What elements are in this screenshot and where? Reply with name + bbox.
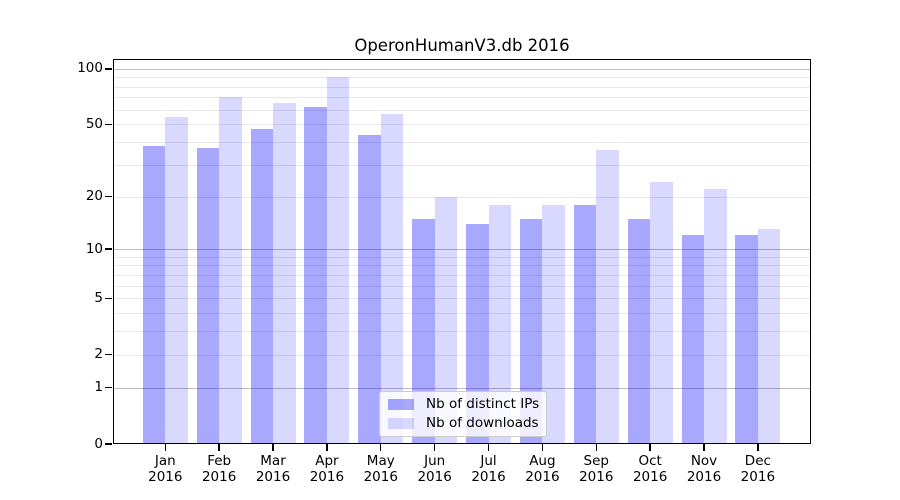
bar-apr-distinct-ips [304, 107, 327, 444]
xtick-apr [326, 444, 328, 451]
ytick-2 [105, 353, 112, 356]
legend-entry-downloads: Nb of downloads [388, 415, 539, 431]
ytick-10 [105, 248, 112, 250]
minor-gridline-80 [113, 86, 811, 88]
legend-swatch-distinct-ips [388, 399, 414, 410]
bar-oct-distinct-ips [627, 218, 651, 444]
legend-entry-distinct-ips: Nb of distinct IPs [388, 396, 540, 412]
xtick-label-jan: Jan 2016 [148, 453, 183, 485]
bar-apr-downloads [326, 77, 350, 444]
xtick-label-aug: Aug 2016 [525, 453, 560, 485]
xtick-label-jun: Jun 2016 [417, 453, 452, 485]
bar-feb-distinct-ips [196, 148, 220, 444]
ytick-label-100: 100 [77, 60, 103, 77]
major-gridline-10 [113, 249, 811, 251]
xtick-label-mar: Mar 2016 [255, 453, 291, 485]
xtick-label-sep: Sep 2016 [579, 453, 614, 485]
minor-gridline-3 [113, 331, 811, 333]
xtick-sep [595, 444, 597, 451]
minor-gridline-60 [113, 109, 811, 111]
bar-mar-downloads [273, 103, 296, 444]
minor-gridline-9 [113, 256, 811, 258]
major-gridline-100 [113, 68, 811, 70]
bar-oct-downloads [650, 182, 673, 444]
xtick-dec [757, 444, 759, 451]
bar-aug-downloads [542, 204, 565, 444]
minor-gridline-5 [113, 298, 811, 300]
bar-dec-downloads [757, 229, 781, 444]
ytick-label-1: 1 [94, 379, 103, 396]
bar-jan-downloads [165, 116, 188, 444]
chart-title: OperonHumanV3.db 2016 [354, 36, 570, 55]
ytick-label-20: 20 [85, 188, 103, 204]
minor-gridline-30 [113, 164, 811, 166]
bar-jun-downloads [434, 196, 458, 444]
ytick-label-5: 5 [94, 289, 103, 306]
bar-nov-distinct-ips [681, 235, 704, 444]
minor-gridline-6 [113, 285, 811, 287]
xtick-label-nov: Nov 2016 [686, 453, 722, 485]
bar-jun-distinct-ips [412, 218, 435, 444]
ytick-5 [105, 297, 112, 300]
bar-jan-distinct-ips [142, 146, 166, 444]
bar-aug-distinct-ips [519, 218, 543, 444]
legend-label-downloads: Nb of downloads [426, 415, 539, 431]
legend-label-distinct-ips: Nb of distinct IPs [426, 396, 540, 412]
bar-may-downloads [380, 113, 404, 444]
minor-gridline-40 [113, 142, 811, 144]
legend: Nb of distinct IPs Nb of downloads [379, 391, 547, 437]
bar-sep-distinct-ips [573, 204, 597, 444]
bar-dec-distinct-ips [735, 235, 758, 444]
ytick-label-2: 2 [94, 346, 103, 363]
xtick-feb [218, 444, 220, 451]
minor-gridline-7 [113, 274, 811, 276]
xtick-jun [433, 444, 436, 451]
bar-sep-downloads [596, 150, 619, 444]
minor-gridline-4 [113, 313, 811, 315]
ytick-1 [105, 386, 112, 389]
minor-gridline-50 [113, 124, 811, 126]
ytick-label-10: 10 [85, 240, 103, 257]
minor-gridline-20 [113, 196, 811, 198]
xtick-label-dec: Dec 2016 [740, 453, 776, 485]
ytick-50 [105, 123, 112, 126]
xtick-nov [703, 444, 705, 451]
ytick-label-0: 0 [94, 435, 103, 452]
legend-swatch-downloads [388, 418, 414, 429]
xtick-label-may: May 2016 [363, 453, 398, 485]
xtick-jan [164, 444, 166, 451]
ytick-0 [105, 443, 112, 445]
bar-mar-distinct-ips [250, 129, 274, 444]
xtick-label-feb: Feb 2016 [201, 453, 237, 485]
minor-gridline-8 [113, 265, 811, 267]
xtick-jul [487, 444, 490, 451]
xtick-may [380, 444, 382, 451]
minor-gridline-2 [113, 354, 811, 356]
ytick-100 [105, 68, 112, 70]
bar-feb-downloads [219, 97, 242, 444]
minor-gridline-70 [113, 97, 811, 99]
xtick-aug [541, 444, 544, 451]
xtick-label-oct: Oct 2016 [632, 453, 668, 485]
xtick-mar [272, 444, 274, 451]
minor-gridline-90 [113, 77, 811, 79]
xtick-label-jul: Jul 2016 [471, 453, 506, 485]
ytick-label-50: 50 [85, 115, 103, 132]
xtick-oct [649, 444, 651, 451]
plot-area [113, 59, 811, 444]
bar-jul-distinct-ips [466, 223, 489, 444]
xtick-label-apr: Apr 2016 [309, 453, 345, 485]
bar-nov-downloads [704, 189, 727, 444]
bar-jul-downloads [488, 204, 512, 444]
bar-may-distinct-ips [358, 134, 381, 444]
major-gridline-1 [113, 387, 811, 389]
ytick-20 [105, 195, 112, 198]
